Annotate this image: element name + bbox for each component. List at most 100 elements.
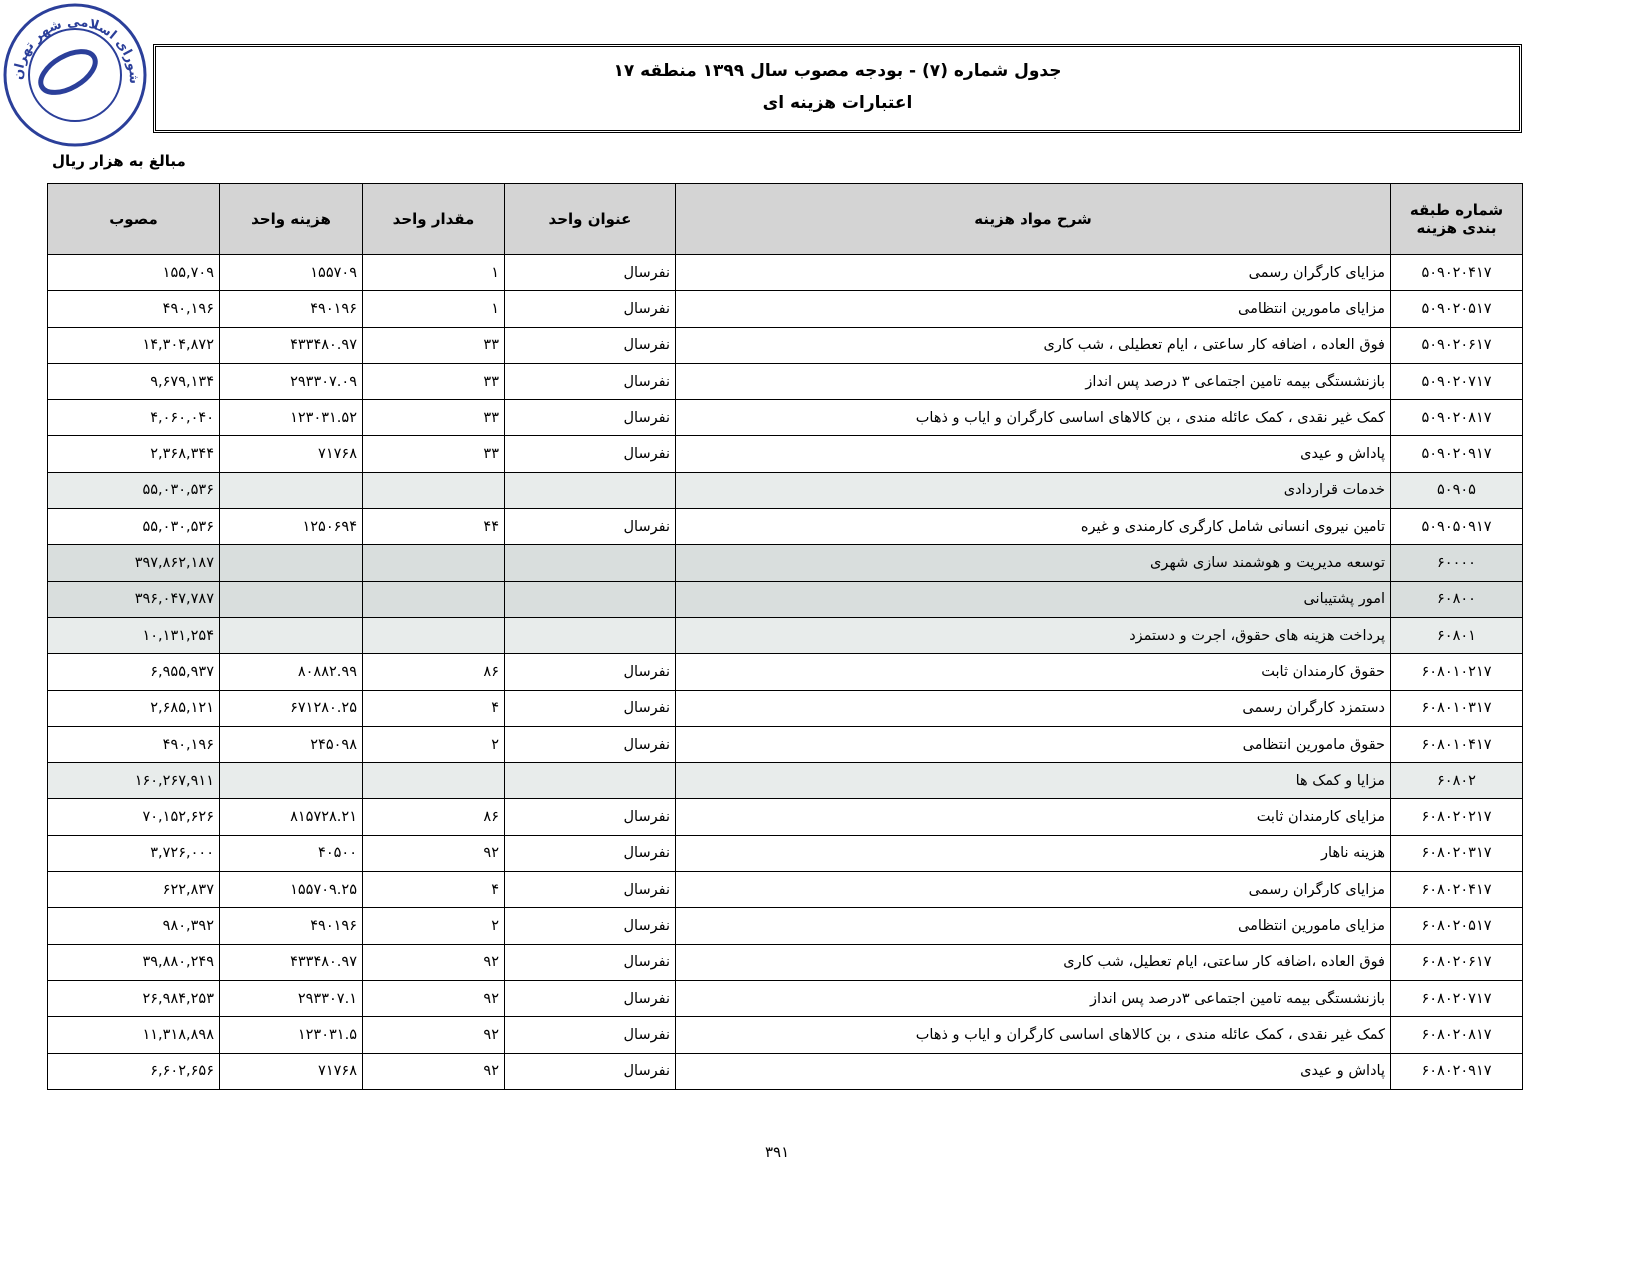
column-header: شماره طبقه بندی هزینه xyxy=(1390,183,1523,255)
table-cell: نفرسال xyxy=(504,326,676,364)
table-row: ۵۰۹۰۲۰۷۱۷ بازنشستگی بیمه تامین اجتماعی ۳ … xyxy=(47,362,1523,401)
table-cell: ۴۹۰۱۹۶ xyxy=(219,290,363,328)
table-cell xyxy=(362,580,505,618)
table-cell: کمک غیر نقدی ، کمک عائله مندی ، بن کالاه… xyxy=(675,399,1391,437)
table-cell: نفرسال xyxy=(504,362,676,401)
table-cell: ۷۱۷۶۸ xyxy=(219,1052,363,1090)
table-cell: ۹۲ xyxy=(362,1016,505,1054)
table-cell: ۵۰۹۰۲۰۵۱۷ xyxy=(1390,290,1523,328)
table-cell: نفرسال xyxy=(504,871,676,909)
table-cell: توسعه مدیریت و هوشمند سازی شهری xyxy=(675,544,1391,582)
table-row: ۶۰۸۰۲۰۶۱۷ فوق العاده ،اضافه کار ساعتی، ای… xyxy=(47,943,1523,981)
table-row: ۵۰۹۰۲۰۴۱۷ مزایای کارگران رسمی نفرسال ۱ ۱۵۵۷۰… xyxy=(47,253,1523,292)
table-cell: ۲,۶۸۵,۱۲۱ xyxy=(47,689,220,727)
seal-ring xyxy=(3,3,147,147)
table-cell: ۹۲ xyxy=(362,979,505,1018)
table-cell: ۵۰۹۰۲۰۹۱۷ xyxy=(1390,435,1523,473)
table-cell: ۵۰۹۰۲۰۶۱۷ xyxy=(1390,326,1523,364)
table-cell: بازنشستگی بیمه تامین اجتماعی ۳ درصد پس ا… xyxy=(675,362,1391,401)
table-row: ۵۰۹۰۲۰۹۱۷ پاداش و عیدی نفرسال ۳۳ ۷۱۷۶۸ ۲,۳۶۸,… xyxy=(47,435,1523,473)
table-cell: ۲۹۳۳۰۷.۰۹ xyxy=(219,362,363,401)
column-header: مصوب xyxy=(47,183,220,255)
table-cell: ۴۹۰,۱۹۶ xyxy=(47,725,220,764)
table-cell: ۱ xyxy=(362,290,505,328)
table-row: ۵۰۹۰۲۰۵۱۷ مزایای مامورین انتظامی نفرسال ۱ ۴۹… xyxy=(47,290,1523,328)
table-row: ۶۰۸۰۱۰۴۱۷ حقوق مامورین انتظامی نفرسال ۲ ۲۴۵۰… xyxy=(47,725,1523,764)
table-row: ۵۰۹۰۲۰۸۱۷ کمک غیر نقدی ، کمک عائله مندی ،… xyxy=(47,399,1523,437)
table-cell: ۲,۳۶۸,۳۴۴ xyxy=(47,435,220,473)
table-cell: ۳۹۶,۰۴۷,۷۸۷ xyxy=(47,580,220,618)
table-cell: ۶۰۸۰۲۰۶۱۷ xyxy=(1390,943,1523,981)
table-row: ۶۰۸۰۲۰۸۱۷ کمک غیر نقدی ، کمک عائله مندی ،… xyxy=(47,1016,1523,1054)
column-header: عنوان واحد xyxy=(504,183,676,255)
table-cell xyxy=(219,616,363,655)
table-cell: مزایا و کمک ها xyxy=(675,762,1391,800)
table-cell: نفرسال xyxy=(504,689,676,727)
table-cell: مزایای مامورین انتظامی xyxy=(675,290,1391,328)
page-number: ۳۹۱ xyxy=(765,1143,790,1161)
table-cell: نفرسال xyxy=(504,508,676,546)
table-cell: ۸۶ xyxy=(362,653,505,691)
table-cell: هزینه ناهار xyxy=(675,834,1391,873)
table-cell xyxy=(362,544,505,582)
table-cell: ۵۵,۰۳۰,۵۳۶ xyxy=(47,471,220,510)
table-cell xyxy=(219,544,363,582)
table-cell: ۹۲ xyxy=(362,834,505,873)
table-row: ۶۰۸۰۱ پرداخت هزینه های حقوق، اجرت و دستمز… xyxy=(47,616,1523,655)
table-cell: نفرسال xyxy=(504,725,676,764)
table-cell: نفرسال xyxy=(504,290,676,328)
table-cell: ۵۵,۰۳۰,۵۳۶ xyxy=(47,508,220,546)
table-cell: ۶۰۸۰۲۰۴۱۷ xyxy=(1390,871,1523,909)
table-cell: پاداش و عیدی xyxy=(675,1052,1391,1090)
seal-inner-ring xyxy=(28,28,122,122)
table-cell: ۶۰۸۰۲۰۲۱۷ xyxy=(1390,798,1523,836)
table-row: ۶۰۸۰۲۰۳۱۷ هزینه ناهار نفرسال ۹۲ ۴۰۵۰۰ ۳,۷۲۶,۰… xyxy=(47,834,1523,873)
table-cell: ۹۸۰,۳۹۲ xyxy=(47,907,220,945)
table-row: ۶۰۸۰۲ مزایا و کمک ها ۱۶۰,۲۶۷,۹۱۱ xyxy=(47,762,1523,800)
table-cell: ۶۰۸۰۱۰۳۱۷ xyxy=(1390,689,1523,727)
table-cell: ۵۰۹۰۲۰۴۱۷ xyxy=(1390,253,1523,292)
table-cell: ۱۱,۳۱۸,۸۹۸ xyxy=(47,1016,220,1054)
table-row: ۶۰۸۰۰ امور پشتیبانی ۳۹۶,۰۴۷,۷۸۷ xyxy=(47,580,1523,618)
table-cell: ۳۹,۸۸۰,۲۴۹ xyxy=(47,943,220,981)
table-cell: ۶۰۸۰۱۰۴۱۷ xyxy=(1390,725,1523,764)
table-cell: پرداخت هزینه های حقوق، اجرت و دستمزد xyxy=(675,616,1391,655)
table-cell: ۳۳ xyxy=(362,362,505,401)
table-row: ۵۰۹۰۵۰۹۱۷ تامین نیروی انسانی شامل کارگری … xyxy=(47,508,1523,546)
table-row: ۶۰۸۰۱۰۳۱۷ دستمزد کارگران رسمی نفرسال ۴ ۶۷۱۲۸… xyxy=(47,689,1523,727)
table-cell: ۵۰۹۰۵ xyxy=(1390,471,1523,510)
table-cell: مزایای مامورین انتظامی xyxy=(675,907,1391,945)
subtitle: اعتبارات هزینه ای xyxy=(762,93,913,113)
table-cell: ۹,۶۷۹,۱۳۴ xyxy=(47,362,220,401)
table-cell: ۳۳ xyxy=(362,399,505,437)
table-cell: نفرسال xyxy=(504,1016,676,1054)
table-cell: ۱۲۳۰۳۱.۵۲ xyxy=(219,399,363,437)
table-cell: دستمزد کارگران رسمی xyxy=(675,689,1391,727)
table-cell: ۱۴,۳۰۴,۸۷۲ xyxy=(47,326,220,364)
table-cell: حقوق مامورین انتظامی xyxy=(675,725,1391,764)
table-cell: ۶,۹۵۵,۹۳۷ xyxy=(47,653,220,691)
table-cell: ۴۹۰,۱۹۶ xyxy=(47,290,220,328)
table-cell: ۶۷۱۲۸۰.۲۵ xyxy=(219,689,363,727)
table-cell: نفرسال xyxy=(504,253,676,292)
table-cell xyxy=(504,580,676,618)
table-cell: نفرسال xyxy=(504,834,676,873)
table-cell: ۱۵۵۷۰۹ xyxy=(219,253,363,292)
table-cell xyxy=(362,616,505,655)
table-cell xyxy=(219,471,363,510)
table-cell: ۴۳۳۴۸۰.۹۷ xyxy=(219,943,363,981)
unit-note: مبالغ به هزار ریال xyxy=(52,152,186,170)
table-cell: حقوق کارمندان ثابت xyxy=(675,653,1391,691)
table-cell: نفرسال xyxy=(504,943,676,981)
table-cell: ۲ xyxy=(362,907,505,945)
table-cell: ۶۰۸۰۱۰۲۱۷ xyxy=(1390,653,1523,691)
table-cell xyxy=(504,762,676,800)
table-row: ۶۰۸۰۲۰۵۱۷ مزایای مامورین انتظامی نفرسال ۲ ۴۹… xyxy=(47,907,1523,945)
table-cell: ۱ xyxy=(362,253,505,292)
title-box: جدول شماره (۷) - بودجه مصوب سال ۱۳۹۹ منط… xyxy=(153,44,1522,133)
table-cell: ۴ xyxy=(362,871,505,909)
table-row: ۶۰۸۰۲۰۷۱۷ بازنشستگی بیمه تامین اجتماعی ۳د… xyxy=(47,979,1523,1018)
table-cell: ۶۰۸۰۲۰۵۱۷ xyxy=(1390,907,1523,945)
table-cell: ۶۰۸۰۰ xyxy=(1390,580,1523,618)
